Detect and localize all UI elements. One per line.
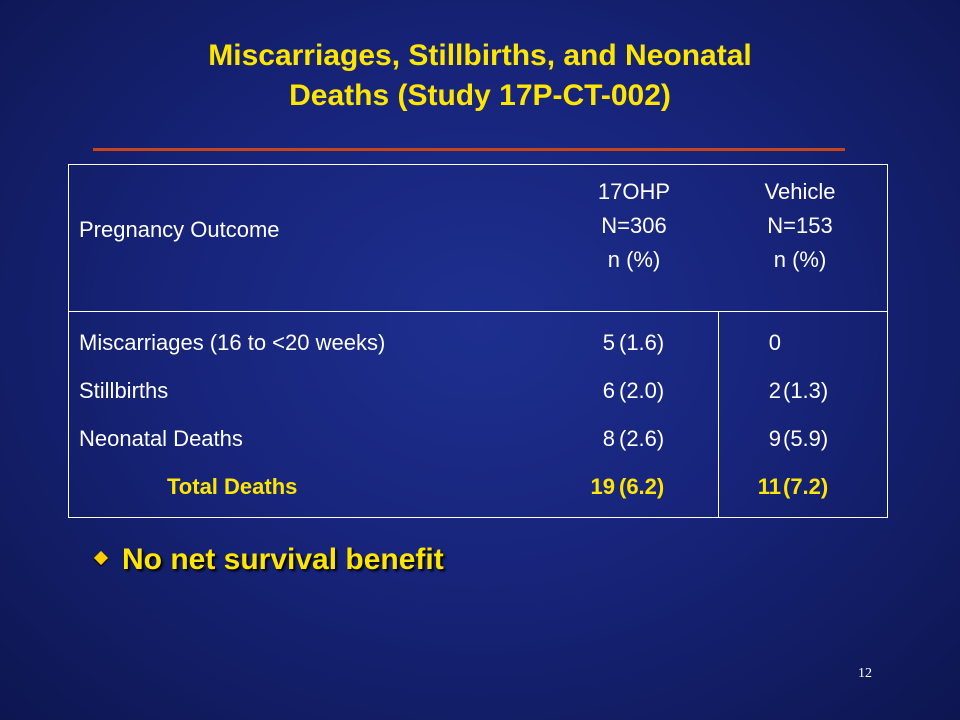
header-17ohp-n: N=306 <box>601 213 667 238</box>
header-17ohp-units: n (%) <box>607 247 661 272</box>
row-17ohp-count: 8 <box>602 426 615 451</box>
header-vehicle-n: N=153 <box>767 213 833 238</box>
table-header-divider <box>69 311 887 312</box>
table-column-divider <box>718 311 719 517</box>
row-label: Total Deaths <box>167 474 298 499</box>
table-row-miscarriages: Miscarriages (16 to <20 weeks) 5 (1.6) 0 <box>79 319 887 367</box>
header-vehicle-units: n (%) <box>773 247 827 272</box>
table-row-total-deaths: Total Deaths 19 (6.2) 11 (7.2) <box>79 463 887 511</box>
bullet-text: No net survival benefit <box>122 543 444 576</box>
row-17ohp-count: 6 <box>602 378 615 403</box>
row-17ohp-percent: (1.6) <box>619 330 665 355</box>
row-17ohp-count: 19 <box>590 474 615 499</box>
row-label: Neonatal Deaths <box>79 426 243 451</box>
slide-title-line1: Miscarriages, Stillbirths, and Neonatal <box>208 39 752 72</box>
row-vehicle-count: 0 <box>768 330 781 355</box>
table-row-neonatal-deaths: Neonatal Deaths 8 (2.6) 9 (5.9) <box>79 415 887 463</box>
header-vehicle: Vehicle N=153 n (%) <box>725 175 875 277</box>
row-17ohp-percent: (6.2) <box>619 474 665 499</box>
row-vehicle-percent: (5.9) <box>783 426 829 451</box>
row-vehicle-percent: (1.3) <box>783 378 829 403</box>
row-17ohp-percent: (2.0) <box>619 378 665 403</box>
header-pregnancy-outcome: Pregnancy Outcome <box>79 217 280 242</box>
row-vehicle-count: 9 <box>768 426 781 451</box>
title-divider <box>93 148 845 151</box>
row-label: Miscarriages (16 to <20 weeks) <box>79 330 386 355</box>
row-17ohp-percent: (2.6) <box>619 426 665 451</box>
row-vehicle-count: 2 <box>768 378 781 403</box>
row-17ohp-count: 5 <box>602 330 615 355</box>
bullet-point: No net survival benefit <box>93 540 444 580</box>
header-vehicle-name: Vehicle <box>764 179 836 204</box>
page-number: 12 <box>858 666 872 681</box>
slide-title-line2: Deaths (Study 17P-CT-002) <box>289 79 671 112</box>
slide-title: Miscarriages, Stillbirths, and Neonatal … <box>80 36 880 116</box>
table-row-stillbirths: Stillbirths 6 (2.0) 2 (1.3) <box>79 367 887 415</box>
row-vehicle-percent: (7.2) <box>783 474 829 499</box>
outcome-table: Pregnancy Outcome 17OHP N=306 n (%) Vehi… <box>68 164 888 518</box>
diamond-bullet-icon <box>93 551 109 566</box>
row-vehicle-count: 11 <box>757 474 781 499</box>
header-17ohp: 17OHP N=306 n (%) <box>559 175 709 277</box>
header-17ohp-name: 17OHP <box>597 179 671 204</box>
row-label: Stillbirths <box>79 378 169 403</box>
